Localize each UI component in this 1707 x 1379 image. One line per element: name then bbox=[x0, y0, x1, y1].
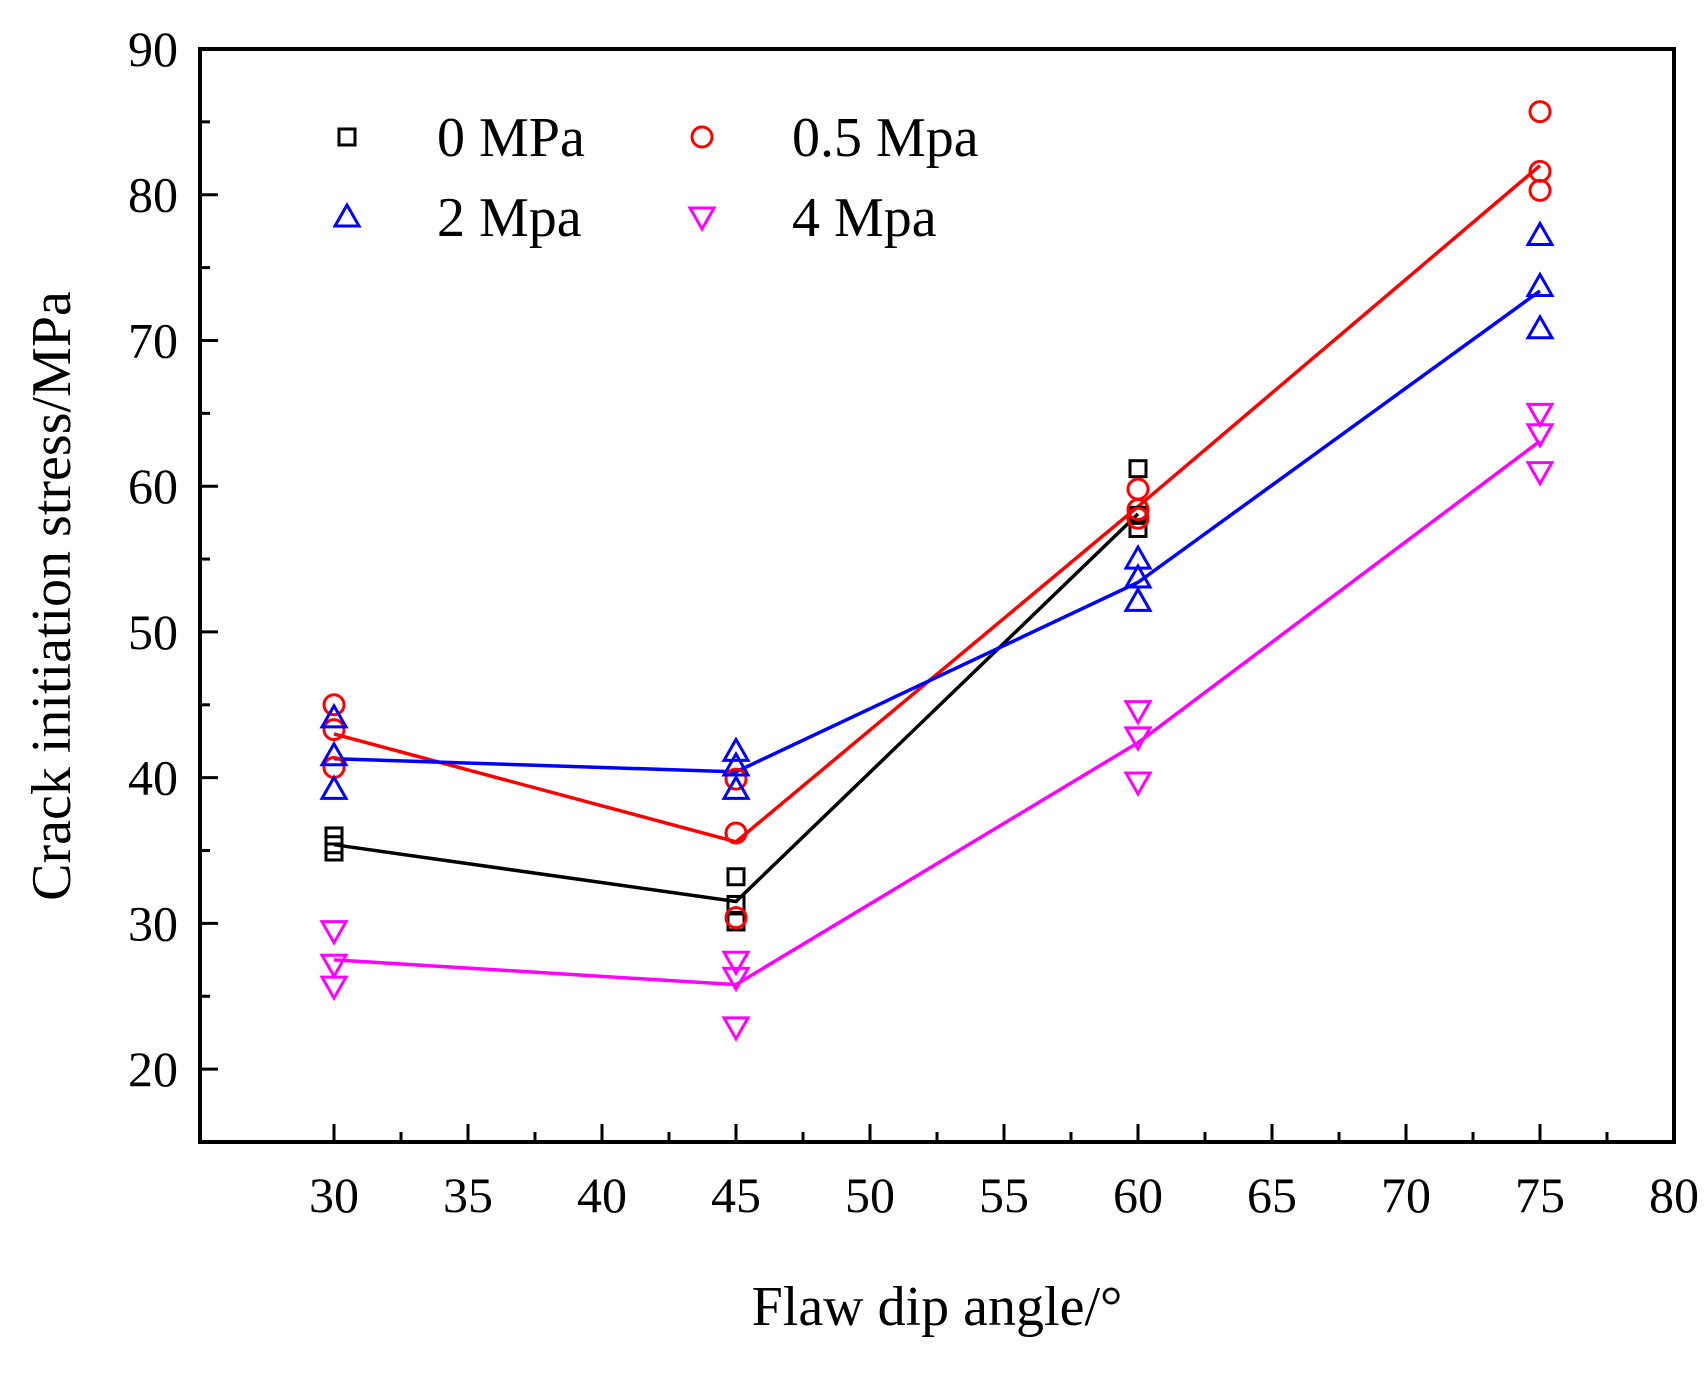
series-2-point bbox=[721, 736, 751, 762]
y-axis-title: Crack initiation stress/MPa bbox=[21, 291, 83, 901]
series-2-point bbox=[1123, 586, 1153, 612]
series-3-point bbox=[1123, 700, 1153, 726]
x-tick-label: 55 bbox=[979, 1167, 1029, 1223]
series-2-point bbox=[1525, 271, 1555, 298]
x-tick-label: 60 bbox=[1113, 1167, 1163, 1223]
legend-label-2: 2 Mpa bbox=[437, 187, 582, 249]
x-tick-label: 35 bbox=[443, 1167, 493, 1223]
legend: 0 MPa 0.5 Mpa 2 Mpa 4 Mpa bbox=[332, 107, 979, 249]
x-tick-label: 65 bbox=[1247, 1167, 1297, 1223]
y-tick-label: 50 bbox=[128, 604, 178, 660]
series-1-point bbox=[1126, 477, 1150, 501]
series-1-point bbox=[1528, 178, 1552, 202]
series-1-point bbox=[724, 767, 748, 791]
series-1-point bbox=[1528, 100, 1552, 124]
series-3-point bbox=[721, 966, 751, 993]
lines-layer bbox=[333, 164, 1542, 987]
series-1-point bbox=[1126, 506, 1150, 530]
series-2-point bbox=[1525, 220, 1555, 247]
series-3-point bbox=[1525, 402, 1555, 429]
x-tick-label: 70 bbox=[1381, 1167, 1431, 1223]
series-1-point bbox=[322, 718, 346, 742]
y-tick-label: 60 bbox=[128, 458, 178, 514]
series-3-point bbox=[319, 953, 349, 980]
x-tick-label: 30 bbox=[309, 1167, 359, 1223]
series-3-point bbox=[1123, 771, 1153, 798]
x-tick-label: 50 bbox=[845, 1167, 895, 1223]
series-3-point bbox=[721, 950, 751, 977]
y-tick-label: 90 bbox=[128, 21, 178, 77]
series-3-point bbox=[1123, 726, 1153, 752]
series-3-point bbox=[1525, 423, 1555, 449]
series-0-point bbox=[324, 842, 344, 862]
series-1-fit-line bbox=[333, 164, 1542, 844]
markers-layer bbox=[319, 100, 1555, 1042]
legend-label-3: 4 Mpa bbox=[792, 187, 937, 249]
y-tick-label: 40 bbox=[128, 750, 178, 806]
legend-label-0: 0 MPa bbox=[437, 107, 585, 169]
series-1-point bbox=[724, 906, 748, 930]
x-tick-label: 40 bbox=[577, 1167, 627, 1223]
series-1-point bbox=[1126, 498, 1150, 522]
series-3-fit-line bbox=[333, 439, 1542, 987]
y-tick-label: 30 bbox=[128, 895, 178, 951]
series-0-point bbox=[726, 867, 746, 887]
series-3-point bbox=[319, 975, 349, 1002]
legend-marker-2 bbox=[332, 201, 362, 228]
legend-marker-1 bbox=[690, 125, 714, 149]
series-2-point bbox=[319, 740, 349, 767]
x-tick-label: 80 bbox=[1649, 1167, 1699, 1223]
y-tick-label: 20 bbox=[128, 1041, 178, 1097]
series-1-point bbox=[322, 693, 346, 717]
series-0-point bbox=[1128, 459, 1148, 479]
plot-frame bbox=[198, 47, 1676, 1144]
legend-label-1: 0.5 Mpa bbox=[792, 107, 979, 169]
series-3-point bbox=[319, 920, 349, 946]
series-2-point bbox=[1525, 313, 1555, 340]
series-3-point bbox=[721, 1016, 751, 1042]
x-axis-title: Flaw dip angle/° bbox=[752, 1276, 1123, 1338]
y-tick-label: 80 bbox=[128, 167, 178, 223]
series-2-point bbox=[319, 702, 349, 729]
legend-marker-3 bbox=[687, 206, 717, 233]
ticks-layer: 30 35 40 45 50 55 60 65 70 75 80 20 30 40 50 60 70 80 90 bbox=[128, 21, 1699, 1223]
series-2-point bbox=[319, 774, 349, 800]
series-0-fit-line bbox=[333, 512, 1140, 904]
y-tick-label: 70 bbox=[128, 312, 178, 368]
series-2-point bbox=[721, 774, 751, 800]
legend-marker-0 bbox=[337, 127, 357, 147]
series-1-point bbox=[724, 821, 748, 845]
series-2-fit-line bbox=[333, 289, 1542, 774]
series-3-point bbox=[1525, 461, 1555, 487]
x-tick-label: 45 bbox=[711, 1167, 761, 1223]
x-tick-label: 75 bbox=[1515, 1167, 1565, 1223]
